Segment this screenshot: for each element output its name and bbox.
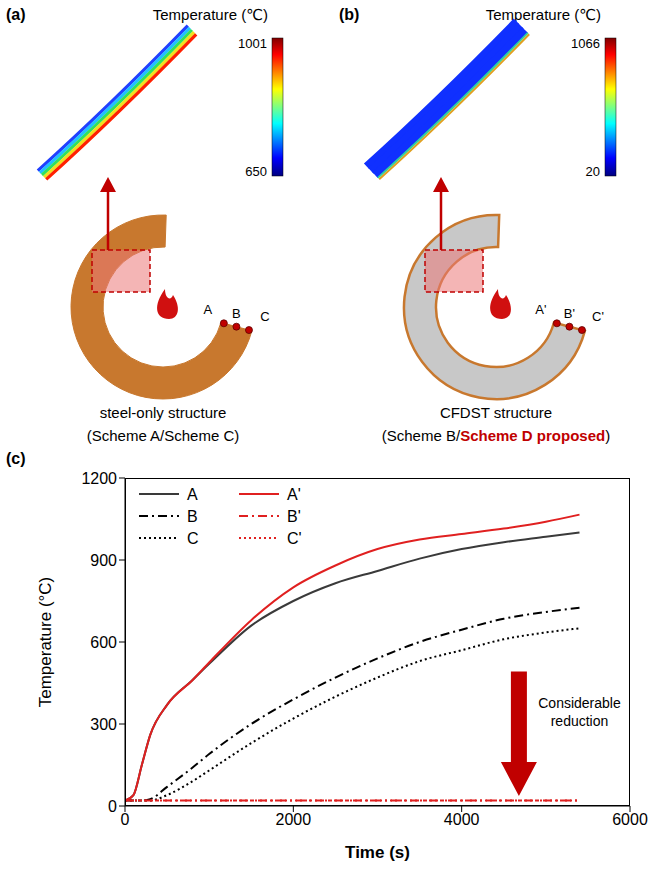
svg-text:900: 900 [90, 552, 117, 569]
svg-text:B': B' [287, 508, 301, 525]
svg-text:Time (s): Time (s) [345, 843, 410, 862]
svg-text:B: B [232, 306, 241, 321]
svg-text:Temperature (°C): Temperature (°C) [36, 577, 55, 708]
svg-text:steel-only structure: steel-only structure [100, 404, 227, 421]
svg-text:1066: 1066 [571, 36, 600, 51]
svg-text:C: C [260, 309, 269, 324]
svg-text:CFDST structure: CFDST structure [440, 404, 552, 421]
svg-text:B: B [187, 508, 198, 525]
svg-text:0: 0 [108, 798, 117, 815]
svg-text:C: C [187, 530, 199, 547]
svg-text:300: 300 [90, 716, 117, 733]
svg-text:6000: 6000 [612, 811, 648, 828]
svg-text:A': A' [535, 302, 546, 317]
svg-text:1001: 1001 [238, 36, 267, 51]
svg-text:600: 600 [90, 634, 117, 651]
svg-text:(a): (a) [6, 6, 26, 23]
svg-text:2000: 2000 [276, 811, 312, 828]
svg-text:4000: 4000 [444, 811, 480, 828]
svg-text:Considerable: Considerable [538, 695, 621, 711]
svg-text:A: A [187, 486, 198, 503]
svg-text:20: 20 [586, 164, 600, 179]
html-text:(c): (c) [6, 450, 26, 467]
svg-text:(b): (b) [339, 6, 359, 23]
svg-text:650: 650 [245, 164, 267, 179]
svg-text:B': B' [564, 306, 575, 321]
svg-text:0: 0 [121, 811, 130, 828]
svg-text:(Scheme A/Scheme C): (Scheme A/Scheme C) [87, 427, 240, 444]
svg-text:A': A' [287, 486, 301, 503]
svg-text:Temperature (℃): Temperature (℃) [486, 6, 601, 23]
svg-text:A: A [204, 302, 213, 317]
svg-text:C': C' [592, 309, 604, 324]
svg-text:(Scheme B/Scheme D proposed): (Scheme B/Scheme D proposed) [382, 427, 610, 444]
svg-text:reduction: reduction [551, 713, 609, 729]
svg-text:C': C' [287, 530, 302, 547]
svg-text:Temperature (℃): Temperature (℃) [153, 6, 268, 23]
svg-text:1200: 1200 [81, 470, 117, 487]
